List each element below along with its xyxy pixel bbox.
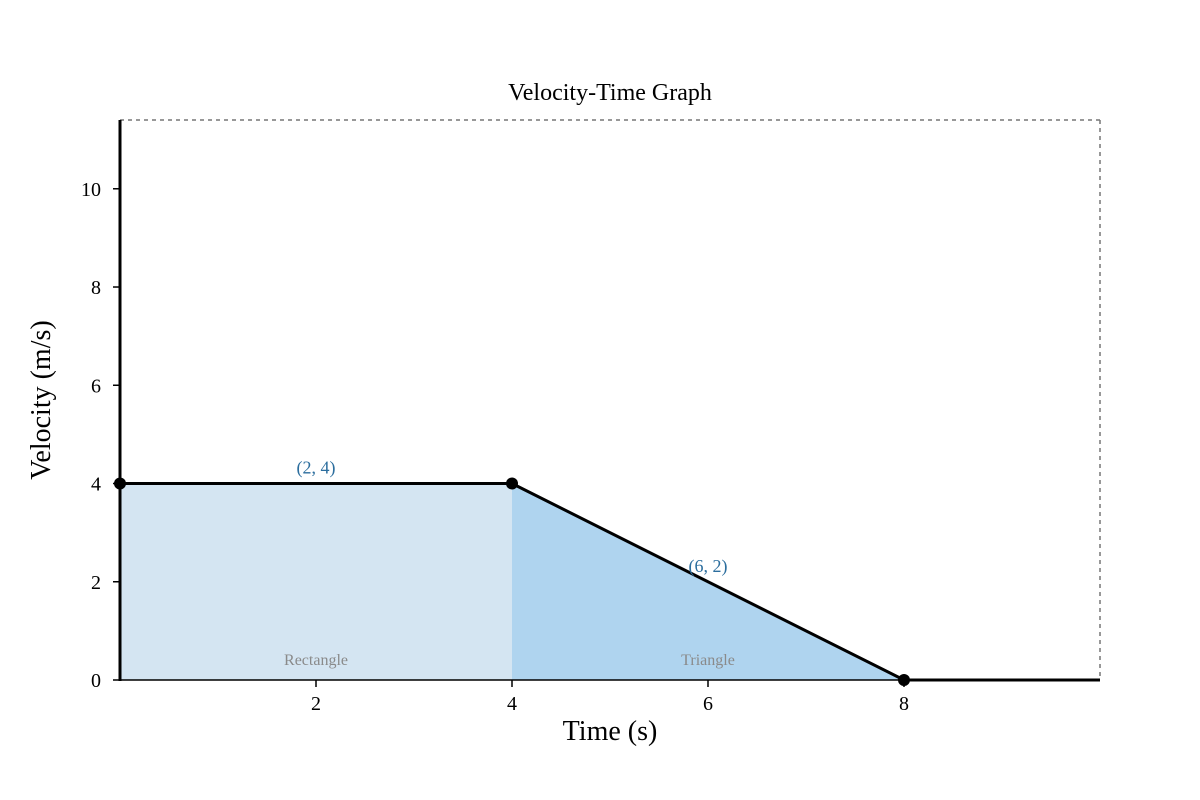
- x-tick-label: 4: [507, 693, 517, 715]
- series-line: [120, 482, 1100, 682]
- area-regions: [120, 483, 904, 680]
- point-annotation: (6, 2): [689, 556, 728, 577]
- y-tick-label: 0: [91, 670, 101, 692]
- axis-ticks: 2 4 6 8 0 2 4 6 8 10: [81, 179, 909, 715]
- x-tick-label: 2: [311, 693, 321, 715]
- x-tick-label: 8: [899, 693, 909, 715]
- region-rectangle: [120, 483, 512, 680]
- y-tick-label: 8: [91, 277, 101, 299]
- x-tick-label: 6: [703, 693, 713, 715]
- chart-labels: (2, 4) (6, 2) Rectangle Triangle: [284, 458, 735, 670]
- y-tick-label: 4: [91, 474, 101, 496]
- point-annotation: (2, 4): [297, 458, 336, 479]
- x-axis-label: Time (s): [563, 716, 658, 747]
- y-axis-label: Velocity (m/s): [26, 320, 57, 479]
- y-tick-label: 6: [91, 375, 101, 397]
- region-label-triangle: Triangle: [681, 652, 735, 669]
- chart-title: Velocity-Time Graph: [508, 80, 712, 106]
- data-point: [506, 477, 518, 490]
- y-tick-label: 10: [81, 179, 101, 201]
- region-label-rectangle: Rectangle: [284, 652, 348, 669]
- y-tick-label: 2: [91, 572, 101, 594]
